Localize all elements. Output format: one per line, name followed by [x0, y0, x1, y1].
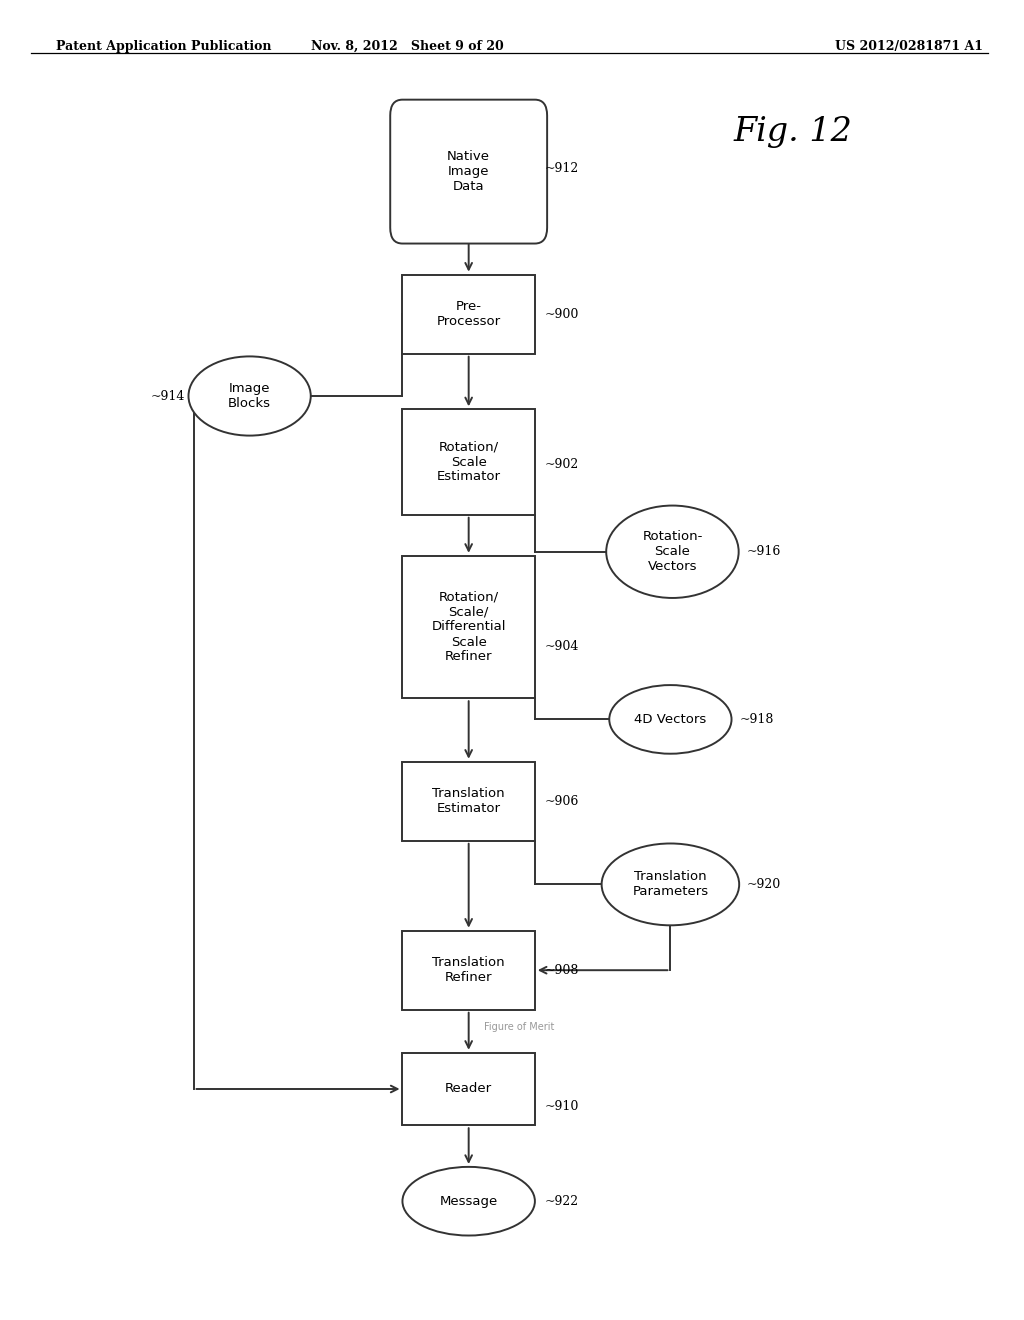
Text: ~904: ~904 [545, 640, 580, 653]
Bar [402, 556, 535, 698]
Text: ~906: ~906 [545, 795, 580, 808]
Text: Translation
Refiner: Translation Refiner [432, 956, 505, 985]
Text: ~918: ~918 [739, 713, 774, 726]
Bar [402, 1053, 535, 1125]
Text: Rotation-
Scale
Vectors: Rotation- Scale Vectors [642, 531, 702, 573]
Ellipse shape [188, 356, 310, 436]
Text: ~914: ~914 [151, 389, 185, 403]
Bar [402, 409, 535, 515]
Ellipse shape [402, 1167, 535, 1236]
Text: Fig. 12: Fig. 12 [733, 116, 852, 148]
FancyBboxPatch shape [390, 100, 547, 243]
Text: ~916: ~916 [746, 545, 781, 558]
Text: 4D Vectors: 4D Vectors [634, 713, 707, 726]
Text: Translation
Parameters: Translation Parameters [633, 870, 709, 899]
Text: Rotation/
Scale/
Differential
Scale
Refiner: Rotation/ Scale/ Differential Scale Refi… [431, 590, 506, 664]
Text: ~920: ~920 [746, 878, 781, 891]
Bar [402, 762, 535, 841]
Text: ~908: ~908 [545, 964, 580, 977]
Text: Nov. 8, 2012   Sheet 9 of 20: Nov. 8, 2012 Sheet 9 of 20 [311, 40, 504, 53]
Text: Figure of Merit: Figure of Merit [484, 1022, 555, 1032]
Text: ~910: ~910 [545, 1100, 580, 1113]
Text: ~902: ~902 [545, 458, 580, 471]
Text: US 2012/0281871 A1: US 2012/0281871 A1 [836, 40, 983, 53]
Bar [402, 931, 535, 1010]
Ellipse shape [609, 685, 731, 754]
Text: Reader: Reader [445, 1082, 493, 1096]
Text: Message: Message [439, 1195, 498, 1208]
Bar [402, 275, 535, 354]
Text: Rotation/
Scale
Estimator: Rotation/ Scale Estimator [436, 441, 501, 483]
Text: Image
Blocks: Image Blocks [228, 381, 271, 411]
Text: Pre-
Processor: Pre- Processor [436, 300, 501, 329]
Text: Native
Image
Data: Native Image Data [447, 150, 490, 193]
Text: Patent Application Publication: Patent Application Publication [56, 40, 271, 53]
Ellipse shape [606, 506, 738, 598]
Text: ~900: ~900 [545, 308, 580, 321]
Text: ~912: ~912 [545, 162, 580, 176]
Ellipse shape [602, 843, 739, 925]
Text: Translation
Estimator: Translation Estimator [432, 787, 505, 816]
Text: ~922: ~922 [545, 1195, 580, 1208]
